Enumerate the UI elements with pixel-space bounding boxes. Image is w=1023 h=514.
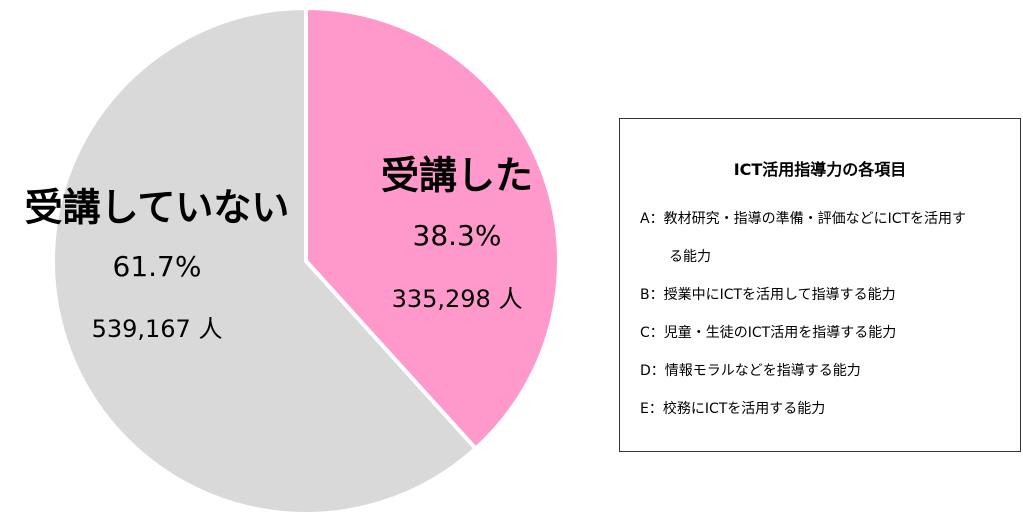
item: B：授業中にICTを活用して指導する能力 bbox=[640, 287, 896, 303]
pie-slice bbox=[51, 5, 479, 514]
slice-category: 受講していない bbox=[25, 186, 290, 230]
item: E：校務にICTを活用する能力 bbox=[640, 401, 826, 417]
item: A：教材研究・指導の準備・評価などにICTを活用する能力 bbox=[640, 211, 967, 265]
pie-slice bbox=[304, 5, 561, 452]
slice-category: 受講した bbox=[381, 154, 533, 198]
item: C：児童・生徒のICT活用を指導する能力 bbox=[640, 325, 897, 341]
slice-percent: 38.3% bbox=[413, 219, 502, 252]
slice-count: 539,167 人 bbox=[92, 315, 223, 343]
pie-chart: 受講した 38.3% 335,298 人 受講していない 61.7% 539,167 人 bbox=[24, 5, 561, 514]
item: D：情報モラルなどを指導する能力 bbox=[640, 363, 861, 379]
item-box-title: ICT活用指導力の各項目 bbox=[733, 160, 907, 179]
item-box: ICT活用指導力の各項目 A：教材研究・指導の準備・評価などにICTを活用する能… bbox=[619, 118, 1021, 452]
slice-percent: 61.7% bbox=[113, 250, 202, 283]
item-list: A：教材研究・指導の準備・評価などにICTを活用する能力 B：授業中にICTを活用… bbox=[640, 200, 970, 428]
slice-count: 335,298 人 bbox=[392, 285, 523, 313]
